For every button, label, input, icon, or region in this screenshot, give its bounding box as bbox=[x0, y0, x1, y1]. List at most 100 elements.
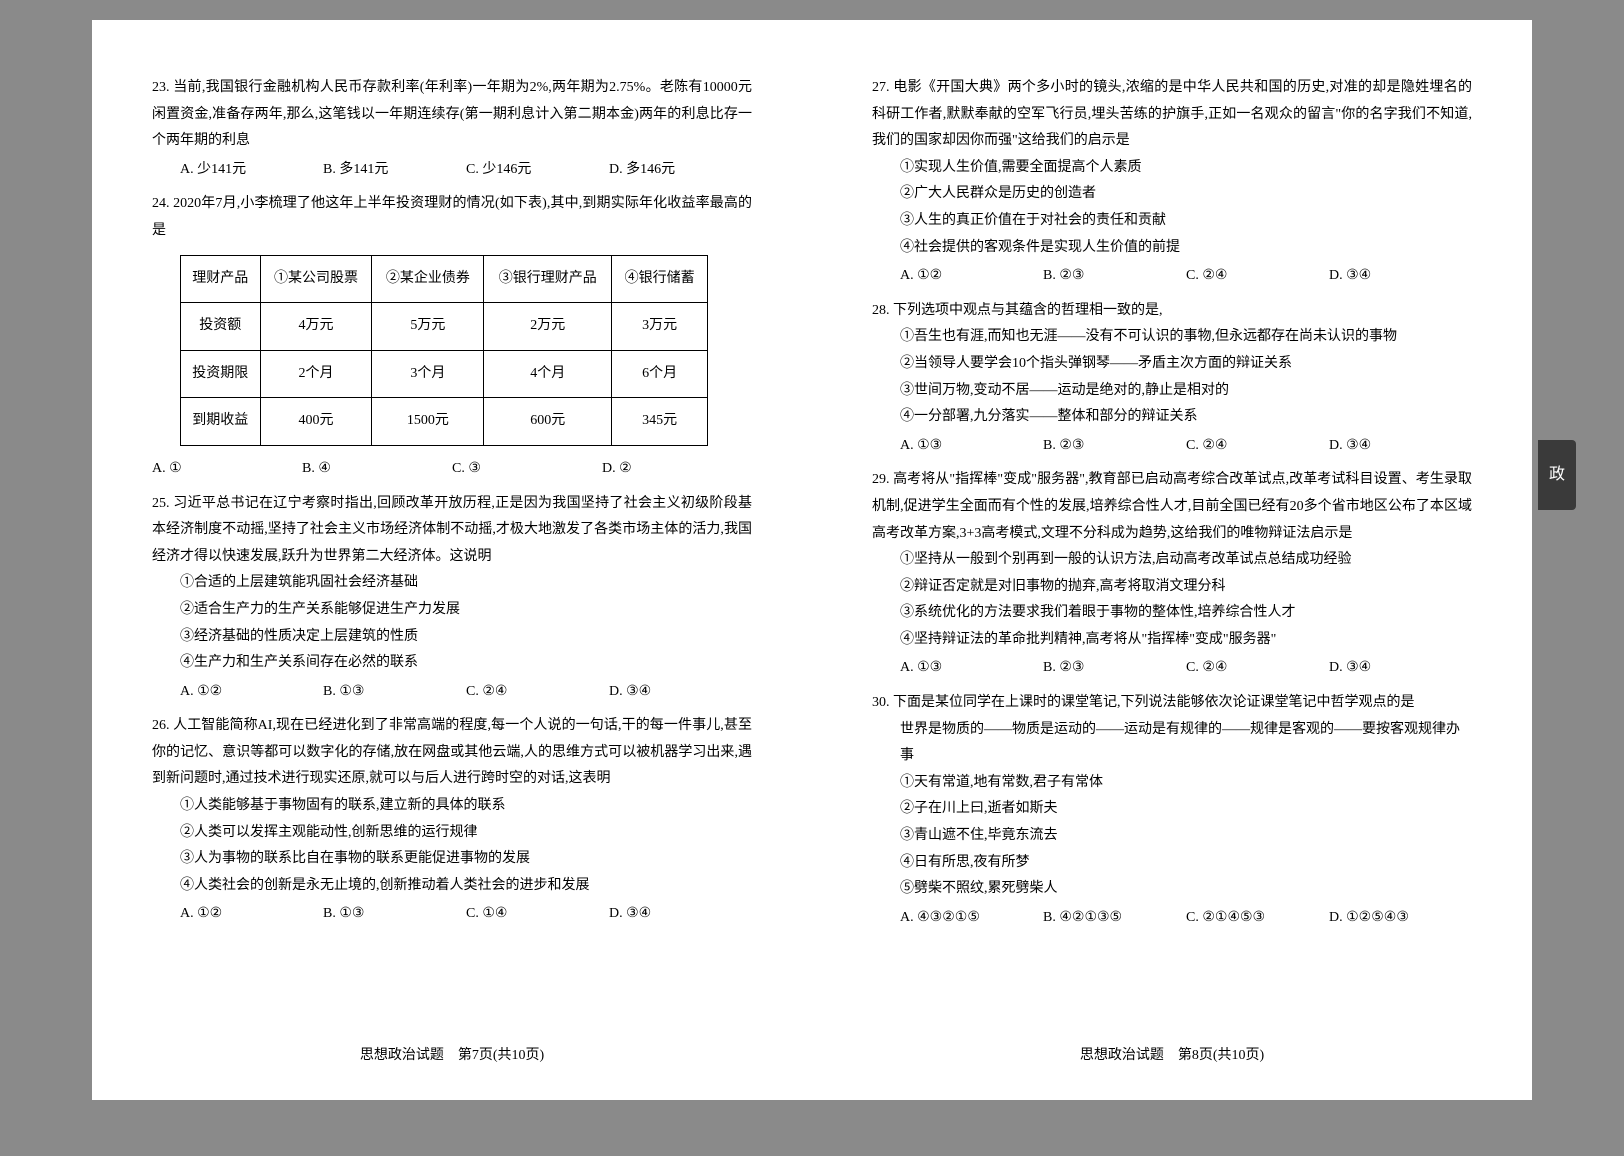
cell: 400元 bbox=[260, 398, 372, 446]
cell: 1500元 bbox=[372, 398, 484, 446]
cell: 6个月 bbox=[612, 350, 708, 398]
q28-opt-a: A. ①③ bbox=[900, 433, 1043, 460]
q23-opt-d: D. 多146元 bbox=[609, 157, 752, 184]
table-row: 投资期限 2个月 3个月 4个月 6个月 bbox=[181, 350, 708, 398]
cell: ②某企业债券 bbox=[372, 255, 484, 303]
q23-opt-b: B. 多141元 bbox=[323, 157, 466, 184]
cell: 到期收益 bbox=[181, 398, 261, 446]
cell: 投资期限 bbox=[181, 350, 261, 398]
question-23: 23. 当前,我国银行金融机构人民币存款利率(年利率)一年期为2%,两年期为2.… bbox=[152, 75, 752, 183]
q30-item-3: ③青山遮不住,毕竟东流去 bbox=[872, 823, 1472, 850]
subject-tab: 政 bbox=[1538, 440, 1576, 510]
q29-item-3: ③系统优化的方法要求我们着眼于事物的整体性,培养综合性人才 bbox=[872, 600, 1472, 627]
q25-item-4: ④生产力和生产关系间存在必然的联系 bbox=[152, 650, 752, 677]
q29-options: A. ①③ B. ②③ C. ②④ D. ③④ bbox=[872, 655, 1472, 682]
question-24: 24. 2020年7月,小李梳理了他这年上半年投资理财的情况(如下表),其中,到… bbox=[152, 191, 752, 482]
table-row: 理财产品 ①某公司股票 ②某企业债券 ③银行理财产品 ④银行储蓄 bbox=[181, 255, 708, 303]
q29-item-4: ④坚持辩证法的革命批判精神,高考将从"指挥棒"变成"服务器" bbox=[872, 627, 1472, 654]
q30-options: A. ④③②①⑤ B. ④②①③⑤ C. ②①④⑤③ D. ①②⑤④③ bbox=[872, 905, 1472, 932]
q30-item-1: ①天有常道,地有常数,君子有常体 bbox=[872, 770, 1472, 797]
q29-opt-d: D. ③④ bbox=[1329, 655, 1472, 682]
q28-opt-d: D. ③④ bbox=[1329, 433, 1472, 460]
page-footer-left: 思想政治试题 第7页(共10页) bbox=[92, 1043, 812, 1070]
q27-item-1: ①实现人生价值,需要全面提高个人素质 bbox=[872, 155, 1472, 182]
q26-item-2: ②人类可以发挥主观能动性,创新思维的运行规律 bbox=[152, 820, 752, 847]
table-row: 到期收益 400元 1500元 600元 345元 bbox=[181, 398, 708, 446]
q26-item-3: ③人为事物的联系比自在事物的联系更能促进事物的发展 bbox=[152, 846, 752, 873]
cell: 4个月 bbox=[484, 350, 612, 398]
cell: ①某公司股票 bbox=[260, 255, 372, 303]
q27-item-3: ③人生的真正价值在于对社会的责任和贡献 bbox=[872, 208, 1472, 235]
q23-opt-a: A. 少141元 bbox=[180, 157, 323, 184]
q24-opt-d: D. ② bbox=[602, 456, 752, 483]
table-row: 投资额 4万元 5万元 2万元 3万元 bbox=[181, 303, 708, 351]
q30-opt-c: C. ②①④⑤③ bbox=[1186, 905, 1329, 932]
question-26: 26. 人工智能简称AI,现在已经进化到了非常高端的程度,每一个人说的一句话,干… bbox=[152, 713, 752, 928]
q30-note: 世界是物质的——物质是运动的——运动是有规律的——规律是客观的——要按客观规律办… bbox=[872, 717, 1472, 770]
q28-text: 28. 下列选项中观点与其蕴含的哲理相一致的是, bbox=[872, 298, 1472, 325]
q30-item-2: ②子在川上曰,逝者如斯夫 bbox=[872, 796, 1472, 823]
cell: ④银行储蓄 bbox=[612, 255, 708, 303]
question-30: 30. 下面是某位同学在上课时的课堂笔记,下列说法能够依次论证课堂笔记中哲学观点… bbox=[872, 690, 1472, 931]
q30-opt-d: D. ①②⑤④③ bbox=[1329, 905, 1472, 932]
question-28: 28. 下列选项中观点与其蕴含的哲理相一致的是, ①吾生也有涯,而知也无涯——没… bbox=[872, 298, 1472, 460]
q30-opt-b: B. ④②①③⑤ bbox=[1043, 905, 1186, 932]
q25-opt-d: D. ③④ bbox=[609, 679, 752, 706]
q24-options: A. ① B. ④ C. ③ D. ② bbox=[152, 456, 752, 483]
q27-opt-b: B. ②③ bbox=[1043, 263, 1186, 290]
cell: 理财产品 bbox=[181, 255, 261, 303]
q27-item-2: ②广大人民群众是历史的创造者 bbox=[872, 181, 1472, 208]
q24-opt-b: B. ④ bbox=[302, 456, 452, 483]
q28-item-2: ②当领导人要学会10个指头弹钢琴——矛盾主次方面的辩证关系 bbox=[872, 351, 1472, 378]
q26-opt-b: B. ①③ bbox=[323, 901, 466, 928]
q25-item-1: ①合适的上层建筑能巩固社会经济基础 bbox=[152, 570, 752, 597]
q28-opt-b: B. ②③ bbox=[1043, 433, 1186, 460]
q26-item-4: ④人类社会的创新是永无止境的,创新推动着人类社会的进步和发展 bbox=[152, 873, 752, 900]
q25-text: 25. 习近平总书记在辽宁考察时指出,回顾改革开放历程,正是因为我国坚持了社会主… bbox=[152, 491, 752, 571]
q30-item-5: ⑤劈柴不照纹,累死劈柴人 bbox=[872, 876, 1472, 903]
q25-opt-b: B. ①③ bbox=[323, 679, 466, 706]
cell: 2万元 bbox=[484, 303, 612, 351]
question-25: 25. 习近平总书记在辽宁考察时指出,回顾改革开放历程,正是因为我国坚持了社会主… bbox=[152, 491, 752, 706]
q29-item-1: ①坚持从一般到个别再到一般的认识方法,启动高考改革试点总结成功经验 bbox=[872, 547, 1472, 574]
q29-opt-b: B. ②③ bbox=[1043, 655, 1186, 682]
page-footer-right: 思想政治试题 第8页(共10页) bbox=[812, 1043, 1532, 1070]
q29-item-2: ②辩证否定就是对旧事物的抛弃,高考将取消文理分科 bbox=[872, 574, 1472, 601]
q30-text: 30. 下面是某位同学在上课时的课堂笔记,下列说法能够依次论证课堂笔记中哲学观点… bbox=[872, 690, 1472, 717]
cell: 2个月 bbox=[260, 350, 372, 398]
q28-item-1: ①吾生也有涯,而知也无涯——没有不可认识的事物,但永远都存在尚未认识的事物 bbox=[872, 324, 1472, 351]
q27-opt-a: A. ①② bbox=[900, 263, 1043, 290]
question-27: 27. 电影《开国大典》两个多小时的镜头,浓缩的是中华人民共和国的历史,对准的却… bbox=[872, 75, 1472, 290]
q26-item-1: ①人类能够基于事物固有的联系,建立新的具体的联系 bbox=[152, 793, 752, 820]
q27-item-4: ④社会提供的客观条件是实现人生价值的前提 bbox=[872, 235, 1472, 262]
q25-opt-c: C. ②④ bbox=[466, 679, 609, 706]
q26-options: A. ①② B. ①③ C. ①④ D. ③④ bbox=[152, 901, 752, 928]
q28-item-3: ③世间万物,变动不居——运动是绝对的,静止是相对的 bbox=[872, 378, 1472, 405]
q26-opt-c: C. ①④ bbox=[466, 901, 609, 928]
cell: 600元 bbox=[484, 398, 612, 446]
q29-text: 29. 高考将从"指挥棒"变成"服务器",教育部已启动高考综合改革试点,改革考试… bbox=[872, 467, 1472, 547]
q23-opt-c: C. 少146元 bbox=[466, 157, 609, 184]
q27-text: 27. 电影《开国大典》两个多小时的镜头,浓缩的是中华人民共和国的历史,对准的却… bbox=[872, 75, 1472, 155]
page-right: 27. 电影《开国大典》两个多小时的镜头,浓缩的是中华人民共和国的历史,对准的却… bbox=[812, 20, 1532, 1100]
q25-opt-a: A. ①② bbox=[180, 679, 323, 706]
q24-opt-a: A. ① bbox=[152, 456, 302, 483]
page-left: 23. 当前,我国银行金融机构人民币存款利率(年利率)一年期为2%,两年期为2.… bbox=[92, 20, 812, 1100]
cell: 5万元 bbox=[372, 303, 484, 351]
q23-text: 23. 当前,我国银行金融机构人民币存款利率(年利率)一年期为2%,两年期为2.… bbox=[152, 75, 752, 155]
q25-item-2: ②适合生产力的生产关系能够促进生产力发展 bbox=[152, 597, 752, 624]
q27-opt-d: D. ③④ bbox=[1329, 263, 1472, 290]
q23-options: A. 少141元 B. 多141元 C. 少146元 D. 多146元 bbox=[152, 157, 752, 184]
cell: 3万元 bbox=[612, 303, 708, 351]
q29-opt-a: A. ①③ bbox=[900, 655, 1043, 682]
cell: 投资额 bbox=[181, 303, 261, 351]
cell: 345元 bbox=[612, 398, 708, 446]
q25-item-3: ③经济基础的性质决定上层建筑的性质 bbox=[152, 624, 752, 651]
q30-opt-a: A. ④③②①⑤ bbox=[900, 905, 1043, 932]
q26-opt-a: A. ①② bbox=[180, 901, 323, 928]
q24-opt-c: C. ③ bbox=[452, 456, 602, 483]
question-29: 29. 高考将从"指挥棒"变成"服务器",教育部已启动高考综合改革试点,改革考试… bbox=[872, 467, 1472, 682]
q25-options: A. ①② B. ①③ C. ②④ D. ③④ bbox=[152, 679, 752, 706]
q29-opt-c: C. ②④ bbox=[1186, 655, 1329, 682]
q27-options: A. ①② B. ②③ C. ②④ D. ③④ bbox=[872, 263, 1472, 290]
